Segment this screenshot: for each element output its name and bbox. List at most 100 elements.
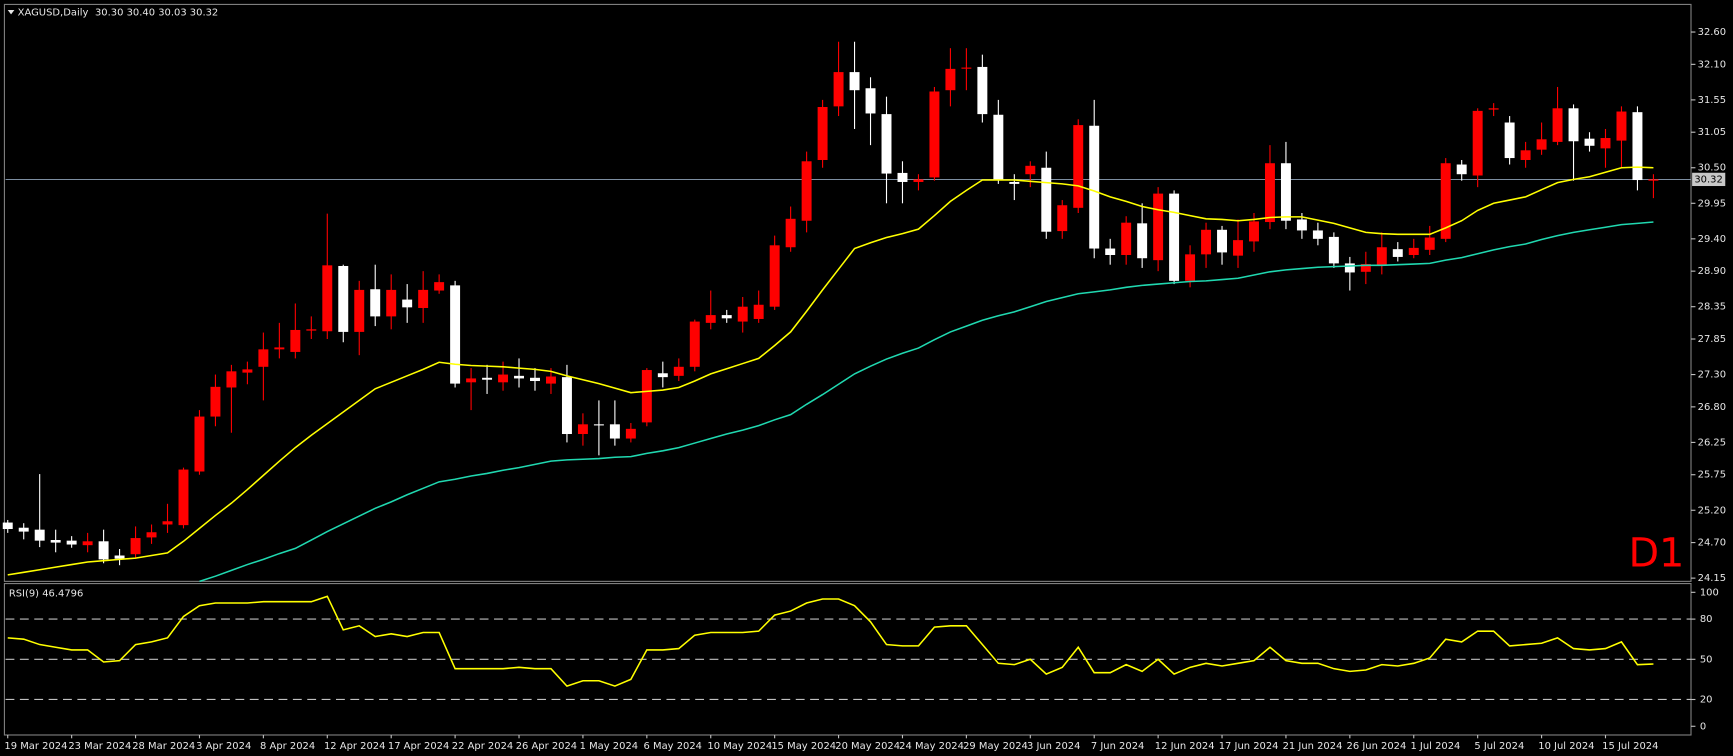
candle-body: [258, 349, 269, 367]
candle-body: [1009, 181, 1020, 184]
y-tick-label: 25.20: [1698, 505, 1726, 516]
candle-body: [386, 289, 397, 317]
current-price-label: 30.32: [1694, 174, 1722, 185]
candle-body: [482, 377, 493, 380]
candle-body: [769, 245, 780, 307]
candle-body: [897, 172, 908, 182]
symbol: XAGUSD,Daily: [18, 8, 89, 19]
moving-average-line: [7, 166, 1654, 576]
x-tick-label: 26 Jun 2024: [1347, 741, 1407, 752]
candle-body: [354, 289, 365, 332]
candle-body: [1328, 236, 1339, 264]
candle-body: [434, 282, 445, 291]
candle-body: [2, 522, 13, 530]
x-tick-label: 20 May 2024: [835, 741, 900, 752]
candle-body: [977, 66, 988, 115]
y-tick-label: 28.35: [1698, 302, 1726, 313]
chart-header: XAGUSD,Daily 30.30 30.40 30.03 30.32: [18, 8, 219, 19]
quote: 30.30 30.40 30.03 30.32: [95, 8, 218, 19]
candle-body: [657, 373, 668, 378]
candle-body: [130, 538, 141, 555]
candle-body: [577, 424, 588, 435]
candle-body: [1169, 193, 1180, 281]
candle-body: [1392, 249, 1403, 257]
candle-body: [1201, 229, 1212, 255]
y-tick-label: 32.10: [1698, 59, 1726, 70]
menu-arrow: [7, 9, 15, 15]
y-tick-label: 24.15: [1698, 573, 1726, 584]
candle-body: [1472, 110, 1483, 176]
candle-body: [450, 285, 461, 384]
candle-body: [66, 540, 77, 545]
candle-body: [1264, 163, 1275, 223]
rsi-y-tick-label: 50: [1700, 654, 1713, 665]
candle-body: [865, 88, 876, 114]
candle-body: [1344, 263, 1355, 273]
candle-body: [402, 299, 413, 308]
candle-body: [322, 265, 333, 332]
candle-body: [1568, 108, 1579, 142]
x-tick-label: 17 Apr 2024: [388, 741, 449, 752]
moving-average-line: [199, 221, 1654, 583]
candle-body: [162, 521, 173, 525]
y-tick-label: 30.50: [1698, 163, 1726, 174]
x-tick-label: 12 Apr 2024: [324, 741, 385, 752]
candle-body: [1296, 219, 1307, 231]
y-tick-label: 29.95: [1698, 198, 1726, 209]
candle-body: [242, 369, 253, 373]
candle-body: [1504, 122, 1515, 159]
candle-body: [1536, 139, 1547, 150]
x-tick-label: 8 Apr 2024: [260, 741, 315, 752]
main-pane: [3, 3, 1692, 582]
x-tick-label: 6 May 2024: [644, 741, 702, 752]
y-tick-label: 32.60: [1698, 27, 1726, 38]
candle-body: [98, 541, 109, 560]
candle-body: [673, 366, 684, 376]
candle-body: [801, 161, 812, 221]
x-tick-label: 23 Mar 2024: [68, 741, 131, 752]
y-tick-label: 26.80: [1698, 402, 1726, 413]
x-tick-label: 28 Mar 2024: [132, 741, 195, 752]
rsi-y-tick-label: 100: [1700, 587, 1719, 598]
candle-body: [1233, 240, 1243, 256]
y-tick-label: 29.40: [1698, 234, 1726, 245]
candle-body: [737, 306, 748, 322]
candle-body: [625, 428, 636, 439]
candle-body: [370, 289, 381, 317]
candle-body: [1153, 193, 1164, 261]
candle-body: [993, 114, 1004, 181]
x-tick-label: 24 May 2024: [899, 741, 964, 752]
candle-body: [1632, 112, 1643, 181]
y-tick-label: 25.75: [1698, 470, 1726, 481]
candle-body: [466, 378, 477, 383]
candle-body: [849, 72, 860, 91]
candle-body: [114, 555, 125, 559]
candle-body: [545, 376, 556, 384]
candle-body: [817, 107, 828, 160]
x-tick-label: 1 May 2024: [580, 741, 638, 752]
candle-body: [593, 424, 604, 426]
x-tick-label: 19 Mar 2024: [4, 741, 67, 752]
x-tick-label: 26 Apr 2024: [516, 741, 577, 752]
candle-body: [226, 371, 237, 388]
candle-body: [1073, 125, 1084, 208]
x-tick-label: 12 Jun 2024: [1155, 741, 1215, 752]
candle-body: [913, 179, 924, 182]
y-tick-label: 27.85: [1698, 334, 1726, 345]
x-tick-label: 22 Apr 2024: [452, 741, 513, 752]
candle-body: [1648, 179, 1659, 181]
x-tick-label: 3 Jun 2024: [1027, 741, 1080, 752]
candle-body: [785, 218, 796, 248]
x-tick-label: 10 Jul 2024: [1538, 741, 1594, 752]
candle-body: [1376, 247, 1387, 265]
y-tick-label: 31.55: [1698, 95, 1726, 106]
candle-body: [274, 347, 285, 350]
x-tick-label: 1 Jul 2024: [1410, 741, 1460, 752]
candle-body: [1025, 165, 1036, 175]
rsi-y-tick-label: 0: [1700, 721, 1706, 732]
candle-body: [306, 329, 317, 331]
rsi-title: RSI(9) 46.4796: [9, 589, 83, 600]
candle-body: [1121, 222, 1132, 255]
x-tick-label: 3 Apr 2024: [196, 741, 251, 752]
candle-body: [1105, 248, 1116, 255]
